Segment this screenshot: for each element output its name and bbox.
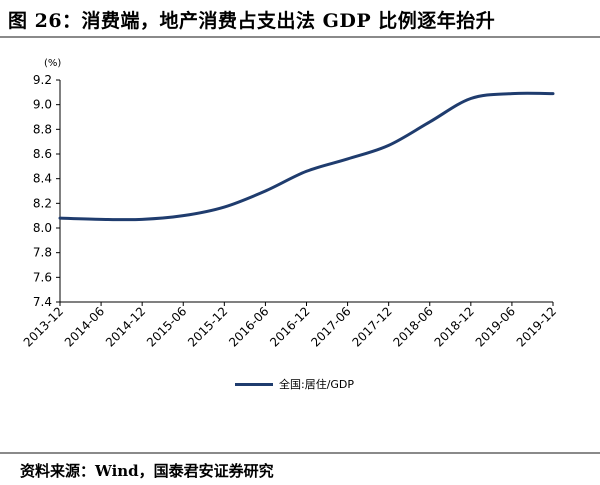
chart-axes: [59, 80, 553, 303]
source-note: 资料来源：Wind，国泰君安证券研究: [20, 462, 274, 480]
y-tick-label: 7.8: [33, 246, 52, 260]
y-tick-label: 8.0: [33, 221, 52, 235]
title-bar: 图 26：消费端，地产消费占支出法 GDP 比例逐年抬升: [0, 0, 600, 38]
x-tick-label: 2018-12: [432, 304, 477, 349]
y-tick-label: 8.8: [33, 122, 52, 136]
x-tick-label: 2014-12: [103, 304, 148, 349]
x-tick-label: 2017-12: [349, 304, 394, 349]
x-tick-label: 2017-06: [308, 304, 353, 349]
line-chart: 7.47.67.88.08.28.48.68.89.09.2 2013-1220…: [21, 73, 559, 350]
y-tick-label: 8.4: [33, 172, 52, 186]
legend-swatch: [235, 382, 273, 386]
legend-label: 全国:居住/GDP: [279, 378, 355, 391]
y-tick-label: 7.4: [33, 295, 52, 309]
x-tick-label: 2019-12: [514, 304, 559, 349]
x-tick-label: 2019-06: [473, 304, 518, 349]
y-axis-ticks: 7.4 7.6 7.8 8.0 8.2 8.4 8.6 8.8 9.0 9.2: [33, 73, 60, 309]
x-tick-label: 2015-12: [185, 304, 230, 349]
page-title: 图 26：消费端，地产消费占支出法 GDP 比例逐年抬升: [8, 10, 496, 32]
x-tick-label: 2016-12: [267, 304, 312, 349]
x-tick-label: 2014-06: [62, 304, 107, 349]
y-tick-label: 9.2: [33, 73, 52, 87]
y-tick-label: 8.6: [33, 147, 52, 161]
x-tick-label: 2016-06: [226, 304, 271, 349]
y-tick-label: 8.2: [33, 196, 52, 210]
y-tick-label: 9.0: [33, 98, 52, 112]
legend: 全国:居住/GDP: [235, 376, 354, 392]
x-tick-label: 2013-12: [21, 304, 66, 349]
series-group: [58, 91, 555, 222]
x-tick-label: 2018-06: [391, 304, 436, 349]
series-line: [58, 91, 555, 222]
y-tick-label: 7.6: [33, 270, 52, 284]
y-axis-unit: (%): [44, 58, 62, 69]
x-tick-label: 2015-06: [144, 304, 189, 349]
x-axis-ticks: 2013-122014-062014-122015-062015-122016-…: [21, 302, 559, 350]
footer: 资料来源：Wind，国泰君安证券研究: [0, 452, 600, 485]
